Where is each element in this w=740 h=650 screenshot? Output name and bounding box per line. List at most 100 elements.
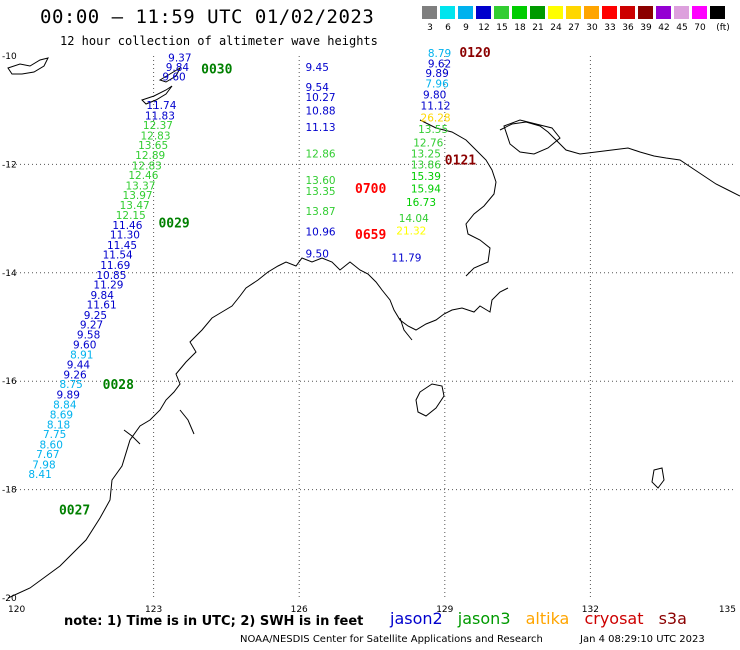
scale-label: 45 xyxy=(676,23,688,33)
pass-time-labels: 0030 0029 0028 0027 0700 0659 0120 0121 xyxy=(59,46,491,518)
satellite-legend: jason2 jason3 altika cryosat s3a xyxy=(390,609,697,628)
wave-height-value: 9.25 xyxy=(84,310,107,322)
scale-swatch xyxy=(584,6,599,19)
wave-height-value: 10.85 xyxy=(96,270,126,282)
wave-height-value: 9.44 xyxy=(67,360,91,372)
coastline xyxy=(7,57,740,599)
scale-swatch xyxy=(566,6,581,19)
x-tick-label: 132 xyxy=(582,605,599,615)
wave-height-value: 12.83 xyxy=(140,130,170,142)
gulf-coast xyxy=(499,121,740,197)
scale-swatch xyxy=(440,6,455,19)
inlet-1 xyxy=(123,429,141,445)
wave-height-value: 12.86 xyxy=(306,148,336,160)
scale-label: 24 xyxy=(550,23,562,33)
legend-jason3: jason3 xyxy=(457,609,511,628)
wave-height-value: 9.45 xyxy=(306,62,329,74)
wave-height-value: 12.89 xyxy=(135,150,165,162)
wave-height-value: 9.27 xyxy=(80,320,103,332)
wave-height-value: 10.88 xyxy=(306,106,336,118)
wave-height-value: 11.83 xyxy=(145,110,175,122)
wave-height-value: 11.45 xyxy=(107,240,137,252)
wave-height-value: 8.18 xyxy=(47,419,70,431)
y-tick-label: -18 xyxy=(2,486,17,496)
wave-height-value: 11.29 xyxy=(93,280,123,292)
wave-height-value: 21.32 xyxy=(396,225,426,237)
scale-label: 33 xyxy=(604,23,616,33)
wave-height-value: 13.55 xyxy=(418,124,448,136)
scale-label: 42 xyxy=(658,23,670,33)
wave-height-value: 15.39 xyxy=(411,171,441,183)
wave-height-value: 12.46 xyxy=(128,170,158,182)
wave-height-value: 8.41 xyxy=(28,469,51,481)
wave-height-value: 13.86 xyxy=(411,160,441,172)
pass-time-label: 0120 xyxy=(459,46,490,61)
axis-tick-labels: 120 123 126 129 132 135 -10 -12 -14 -16 -18 -20 xyxy=(2,52,736,615)
wave-height-value: 13.47 xyxy=(120,200,150,212)
legend-altika: altika xyxy=(525,609,570,628)
wave-height-value: 8.91 xyxy=(70,349,93,361)
wave-height-value: 13.65 xyxy=(138,140,168,152)
scale-label: 9 xyxy=(463,23,469,33)
island-small-3 xyxy=(651,467,665,489)
mainland-coast-west xyxy=(7,257,509,599)
wave-height-value: 7.98 xyxy=(32,459,55,471)
wave-height-value: 9.84 xyxy=(166,62,190,74)
scale-swatch xyxy=(530,6,545,19)
wave-height-value: 9.62 xyxy=(428,58,451,70)
scale-label: 39 xyxy=(640,23,652,33)
wave-height-value: 9.54 xyxy=(306,82,330,94)
wave-height-value: 9.60 xyxy=(162,71,185,83)
wave-height-value: 11.30 xyxy=(110,230,140,242)
wave-height-value: 9.84 xyxy=(91,290,115,302)
wave-height-value: 11.79 xyxy=(391,252,421,264)
scale-swatch xyxy=(620,6,635,19)
wave-height-value: 26.28 xyxy=(421,113,451,125)
scale-swatch xyxy=(422,6,437,19)
scale-swatch xyxy=(656,6,671,19)
wave-height-value: 11.54 xyxy=(103,250,133,262)
scale-swatch xyxy=(512,6,527,19)
wave-height-value: 9.89 xyxy=(425,68,448,80)
scale-label: 30 xyxy=(586,23,598,33)
wave-height-value: 9.50 xyxy=(306,249,329,261)
wave-height-value: 12.76 xyxy=(413,138,443,150)
island-bathurst xyxy=(415,383,445,417)
island-timor xyxy=(7,57,49,75)
wave-height-value: 8.84 xyxy=(53,399,77,411)
generated-timestamp: Jan 4 08:29:10 UTC 2023 xyxy=(580,634,705,645)
scale-label: 6 xyxy=(445,23,451,33)
y-tick-label: -14 xyxy=(2,269,17,279)
pass-time-label: 0659 xyxy=(355,228,386,243)
scale-swatch xyxy=(476,6,491,19)
mainland-coast-ne xyxy=(419,119,497,277)
scale-label: 70 xyxy=(694,23,706,33)
wave-height-value: 9.89 xyxy=(57,390,80,402)
y-tick-label: -12 xyxy=(2,160,17,170)
wave-height-value: 13.87 xyxy=(306,206,336,218)
credit-text: NOAA/NESDIS Center for Satellite Applica… xyxy=(240,634,543,645)
island-small-2 xyxy=(158,66,182,83)
wave-height-value: 11.13 xyxy=(306,122,336,134)
scale-label: 21 xyxy=(532,23,544,33)
wave-height-value: 9.60 xyxy=(73,340,96,352)
island-melville xyxy=(503,119,561,155)
wave-height-value: 13.97 xyxy=(123,190,153,202)
inlet-2 xyxy=(179,409,195,435)
wave-height-value: 9.37 xyxy=(168,52,191,64)
wave-height-value: 9.80 xyxy=(423,89,446,101)
wave-height-value: 12.15 xyxy=(116,210,146,222)
wave-height-value: 7.67 xyxy=(36,449,59,461)
wave-height-value: 11.12 xyxy=(421,101,451,113)
observation-labels: 9.379.849.6011.7411.8312.3712.8313.6512.… xyxy=(28,48,451,481)
x-tick-label: 126 xyxy=(291,605,308,615)
scale-label: 36 xyxy=(622,23,634,33)
wave-height-value: 13.25 xyxy=(411,148,441,160)
scale-label: 27 xyxy=(568,23,580,33)
pass-time-label: 0027 xyxy=(59,504,90,519)
y-tick-label: -20 xyxy=(2,594,17,604)
scale-swatch xyxy=(674,6,689,19)
scale-swatch xyxy=(692,6,707,19)
wave-height-value: 15.94 xyxy=(411,184,441,196)
pass-time-label: 0121 xyxy=(445,153,476,168)
